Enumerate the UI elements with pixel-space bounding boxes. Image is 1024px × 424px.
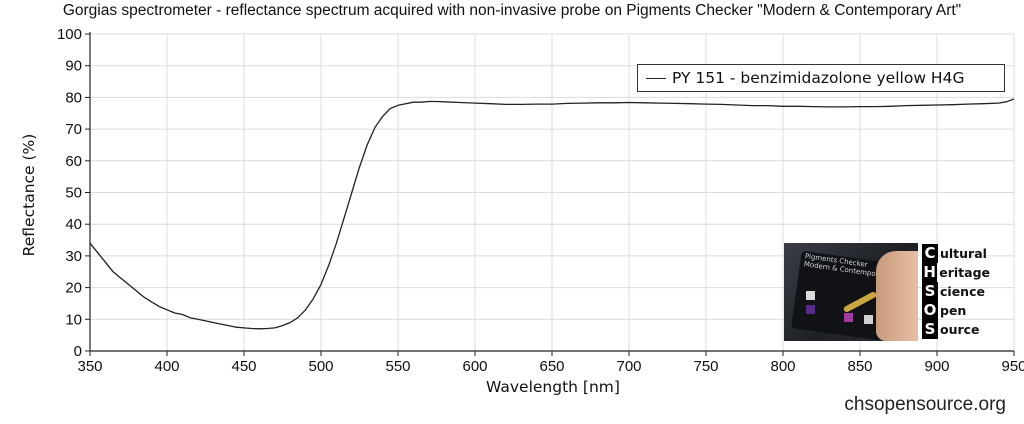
logo-word: ource <box>940 322 980 337</box>
logo-letter: C <box>922 244 938 263</box>
chart-title: Gorgias spectrometer - reflectance spect… <box>62 2 962 19</box>
x-tick-label: 500 <box>308 358 333 375</box>
x-axis-label: Wavelength [nm] <box>486 378 620 396</box>
pigment-swatch <box>806 291 815 300</box>
x-tick-label: 600 <box>462 358 487 375</box>
x-tick-label: 450 <box>231 358 256 375</box>
chart-ticks: 0 10 20 30 40 50 60 70 80 90 100 350 400 450 500 550 600… <box>57 26 1024 375</box>
y-axis-label: Reflectance (%) <box>20 134 38 257</box>
x-tick-label: 850 <box>847 358 872 375</box>
series-line <box>89 98 1015 330</box>
pigments-checker-photo: Pigments Checker Modern & Contemporary A… <box>784 243 918 341</box>
y-tick-label: 100 <box>57 26 82 43</box>
x-tick-label: 750 <box>693 358 718 375</box>
logo-letter: S <box>922 320 938 339</box>
pigment-swatch <box>844 313 853 322</box>
x-tick-label: 950 <box>1001 358 1024 375</box>
chart-series <box>89 98 1015 330</box>
chart-legend: PY 151 - benzimidazolone yellow H4G <box>637 64 1005 92</box>
x-tick-label: 700 <box>616 358 641 375</box>
x-tick-label: 350 <box>77 358 102 375</box>
y-tick-label: 60 <box>65 153 82 170</box>
y-tick-label: 40 <box>65 216 82 233</box>
pigment-swatch <box>864 315 873 324</box>
chsos-logo: Pigments Checker Modern & Contemporary A… <box>784 243 990 341</box>
logo-word: ultural <box>940 246 987 261</box>
x-tick-label: 800 <box>770 358 795 375</box>
logo-letter: S <box>922 282 938 301</box>
y-tick-label: 10 <box>65 311 82 328</box>
y-tick-label: 50 <box>65 185 82 202</box>
x-tick-label: 550 <box>385 358 410 375</box>
logo-word: cience <box>940 284 985 299</box>
y-tick-label: 70 <box>65 121 82 138</box>
hand <box>876 251 918 341</box>
y-tick-label: 90 <box>65 58 82 75</box>
x-tick-label: 400 <box>154 358 179 375</box>
legend-line-swatch <box>646 77 666 79</box>
x-tick-label: 650 <box>539 358 564 375</box>
x-tick-label: 900 <box>924 358 949 375</box>
logo-letter: H <box>922 263 938 282</box>
website-link[interactable]: chsopensource.org <box>844 394 1006 415</box>
y-tick-label: 0 <box>74 343 82 360</box>
pigment-swatch <box>806 305 815 314</box>
logo-word: eritage <box>939 265 990 280</box>
y-tick-label: 30 <box>65 248 82 265</box>
y-tick-label: 80 <box>65 89 82 106</box>
legend-series-label: PY 151 - benzimidazolone yellow H4G <box>672 69 965 87</box>
y-tick-label: 20 <box>65 280 82 297</box>
logo-word: pen <box>940 303 967 318</box>
logo-letter: O <box>922 301 938 320</box>
